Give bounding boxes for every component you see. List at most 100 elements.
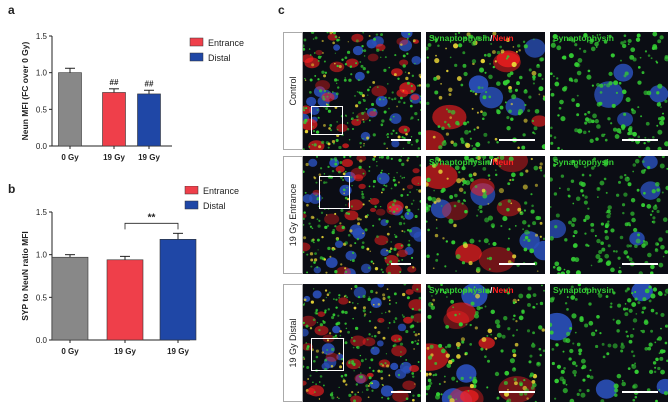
synaptophysin-punctum	[434, 233, 439, 238]
synaptophysin-punctum	[322, 299, 325, 302]
synaptophysin-punctum	[464, 36, 468, 40]
nucleus-blob	[594, 81, 624, 108]
synaptophysin-punctum	[364, 358, 367, 361]
synaptophysin-punctum	[514, 88, 518, 92]
chart-a-bar	[137, 93, 161, 147]
synaptophysin-punctum	[588, 302, 592, 306]
synaptophysin-punctum	[618, 130, 622, 134]
synaptophysin-punctum	[341, 225, 345, 230]
nucleus-blob	[360, 263, 372, 274]
synaptophysin-punctum	[511, 172, 516, 178]
synaptophysin-punctum	[496, 156, 500, 160]
synaptophysin-punctum	[430, 305, 436, 310]
channel-label: Synaptophysin/Neun	[429, 285, 514, 295]
synaptophysin-punctum	[469, 137, 472, 140]
chart-b-legend-swatch	[184, 186, 199, 195]
channel-label-sep: /	[489, 33, 493, 43]
synaptophysin-punctum	[401, 292, 406, 297]
synaptophysin-punctum	[636, 188, 640, 192]
synaptophysin-punctum	[594, 119, 599, 124]
synaptophysin-punctum	[413, 330, 416, 333]
synaptophysin-punctum	[408, 32, 411, 36]
synaptophysin-punctum	[589, 375, 594, 380]
synaptophysin-punctum	[622, 307, 627, 311]
synaptophysin-punctum	[563, 367, 566, 370]
synaptophysin-punctum	[640, 115, 643, 118]
synaptophysin-punctum	[456, 380, 459, 383]
synaptophysin-punctum	[509, 71, 514, 76]
neun-blob	[394, 242, 404, 250]
synaptophysin-punctum	[377, 330, 381, 335]
nucleus-blob	[345, 250, 357, 261]
nucleus-blob	[595, 379, 618, 399]
synaptophysin-punctum	[377, 303, 381, 306]
chart-b-category-label: 0 Gy	[61, 347, 79, 356]
neun-blob	[426, 130, 445, 150]
synaptophysin-punctum	[375, 33, 379, 36]
synaptophysin-punctum	[512, 301, 516, 305]
neun-blob	[391, 345, 407, 357]
chart-b-significance-bracket	[124, 222, 179, 230]
synaptophysin-punctum	[568, 77, 573, 82]
synaptophysin-punctum	[316, 109, 319, 111]
synaptophysin-punctum	[488, 95, 492, 99]
synaptophysin-punctum	[403, 176, 406, 179]
neun-blob	[385, 264, 402, 274]
synaptophysin-punctum	[427, 378, 432, 383]
synaptophysin-punctum	[645, 146, 651, 150]
synaptophysin-punctum	[306, 345, 310, 348]
synaptophysin-punctum	[331, 169, 335, 173]
synaptophysin-punctum	[370, 260, 374, 263]
synaptophysin-punctum	[604, 253, 610, 259]
synaptophysin-punctum	[332, 313, 336, 317]
neun-blob	[342, 143, 349, 149]
synaptophysin-punctum	[586, 374, 591, 378]
synaptophysin-punctum	[629, 244, 632, 248]
synaptophysin-punctum	[583, 49, 587, 54]
synaptophysin-punctum	[604, 229, 608, 234]
synaptophysin-punctum	[539, 57, 544, 62]
synaptophysin-punctum	[526, 397, 529, 400]
synaptophysin-punctum	[593, 165, 596, 168]
synaptophysin-punctum	[574, 43, 578, 47]
synaptophysin-punctum	[380, 362, 383, 366]
synaptophysin-punctum	[623, 250, 628, 255]
synaptophysin-punctum	[605, 261, 611, 267]
synaptophysin-punctum	[408, 239, 411, 242]
synaptophysin-punctum	[478, 239, 481, 243]
synaptophysin-punctum	[372, 133, 376, 137]
synaptophysin-punctum	[448, 344, 450, 347]
synaptophysin-punctum	[511, 94, 517, 100]
synaptophysin-punctum	[328, 127, 331, 130]
synaptophysin-punctum	[450, 299, 455, 304]
micrograph-merge-zoom: Synaptophysin/Neun	[426, 32, 545, 150]
chart-b-y-tick-label: 0.0	[36, 336, 48, 345]
synaptophysin-punctum	[580, 358, 586, 364]
synaptophysin-punctum	[401, 230, 404, 233]
neun-blob	[387, 200, 404, 213]
synaptophysin-punctum	[429, 344, 434, 349]
synaptophysin-punctum	[400, 96, 403, 100]
row-label-text: Control	[288, 76, 298, 106]
synaptophysin-punctum	[412, 394, 415, 397]
synaptophysin-punctum	[340, 263, 343, 266]
synaptophysin-punctum	[362, 172, 365, 175]
synaptophysin-punctum	[477, 86, 481, 90]
synaptophysin-punctum	[365, 388, 369, 391]
synaptophysin-punctum	[347, 212, 351, 216]
synaptophysin-punctum	[518, 315, 524, 321]
synaptophysin-punctum	[373, 156, 377, 158]
synaptophysin-punctum	[570, 285, 574, 289]
synaptophysin-punctum	[353, 370, 355, 372]
synaptophysin-punctum	[384, 362, 387, 365]
synaptophysin-punctum	[402, 147, 405, 150]
synaptophysin-punctum	[610, 267, 615, 273]
synaptophysin-punctum	[368, 35, 371, 37]
synaptophysin-punctum	[322, 384, 325, 387]
synaptophysin-punctum	[607, 244, 611, 248]
synaptophysin-punctum	[334, 162, 338, 166]
synaptophysin-punctum	[460, 337, 466, 342]
synaptophysin-punctum	[326, 349, 329, 352]
synaptophysin-punctum	[369, 311, 372, 314]
synaptophysin-punctum	[402, 89, 405, 92]
